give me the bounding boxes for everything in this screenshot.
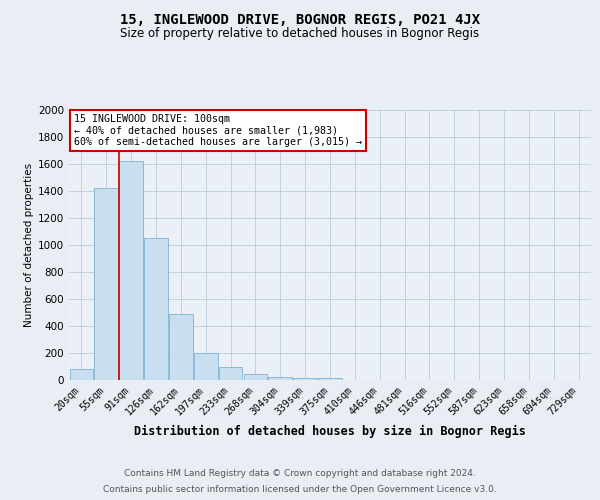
Bar — [318, 378, 342, 380]
Text: 15 INGLEWOOD DRIVE: 100sqm
← 40% of detached houses are smaller (1,983)
60% of s: 15 INGLEWOOD DRIVE: 100sqm ← 40% of deta… — [74, 114, 362, 147]
Bar — [244, 374, 267, 380]
Text: Contains public sector information licensed under the Open Government Licence v3: Contains public sector information licen… — [103, 485, 497, 494]
Text: 15, INGLEWOOD DRIVE, BOGNOR REGIS, PO21 4JX: 15, INGLEWOOD DRIVE, BOGNOR REGIS, PO21 … — [120, 12, 480, 26]
Text: Size of property relative to detached houses in Bognor Regis: Size of property relative to detached ho… — [121, 28, 479, 40]
Bar — [219, 366, 242, 380]
Text: Contains HM Land Registry data © Crown copyright and database right 2024.: Contains HM Land Registry data © Crown c… — [124, 468, 476, 477]
Bar — [94, 188, 118, 380]
Y-axis label: Number of detached properties: Number of detached properties — [24, 163, 34, 327]
Bar — [194, 353, 218, 380]
Bar — [119, 162, 143, 380]
X-axis label: Distribution of detached houses by size in Bognor Regis: Distribution of detached houses by size … — [134, 425, 526, 438]
Bar — [144, 238, 168, 380]
Bar — [268, 376, 292, 380]
Bar — [70, 368, 93, 380]
Bar — [169, 314, 193, 380]
Bar — [293, 378, 317, 380]
